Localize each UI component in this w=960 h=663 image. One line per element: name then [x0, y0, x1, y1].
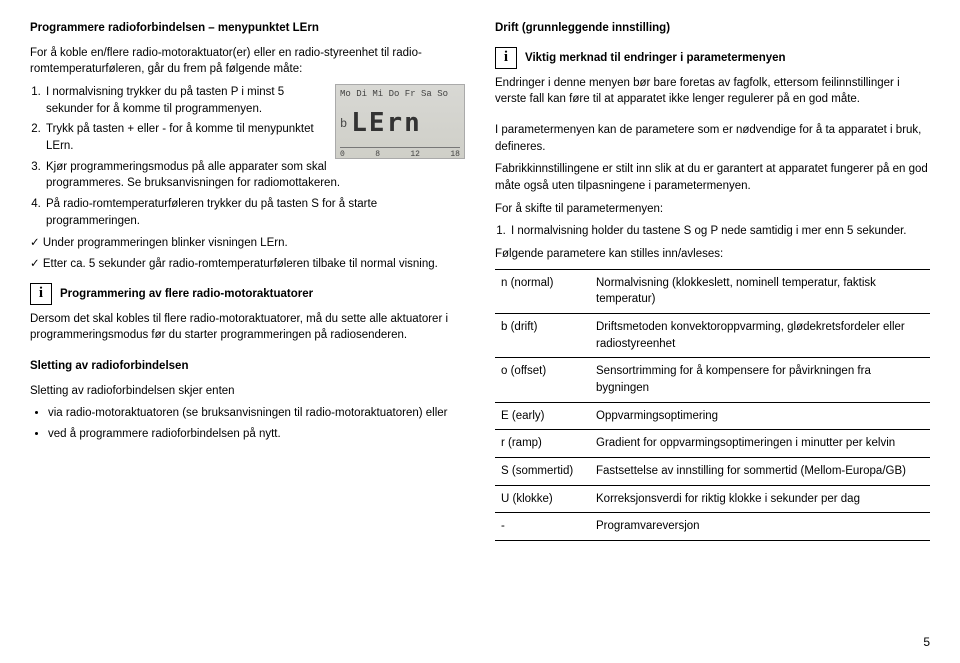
right-pC: Fabrikkinnstillingene er stilt inn slik …	[495, 161, 930, 194]
table-row: E (early)Oppvarmingsoptimering	[495, 402, 930, 430]
info-icon: i	[30, 283, 52, 305]
left-heading-1: Programmere radioforbindelsen – menypunk…	[30, 20, 465, 37]
param-value: Sensortrimming for å kompensere for påvi…	[590, 358, 930, 402]
param-value: Fastsettelse av innstilling for sommerti…	[590, 458, 930, 486]
page-number: 5	[923, 634, 930, 651]
lcd-display: Mo Di Mi Do Fr Sa So b LErn 0 8 12 18	[335, 84, 465, 159]
param-key: r (ramp)	[495, 430, 590, 458]
left-bullets: via radio-motoraktuatoren (se bruksanvis…	[48, 405, 465, 442]
table-row: n (normal)Normalvisning (klokkeslett, no…	[495, 269, 930, 313]
lcd-main: LErn	[351, 105, 422, 143]
left-intro: For å koble en/flere radio-motoraktuator…	[30, 45, 465, 78]
right-pE: Følgende parametere kan stilles inn/avle…	[495, 246, 930, 263]
param-key: U (klokke)	[495, 485, 590, 513]
right-pA: Endringer i denne menyen bør bare foreta…	[495, 75, 930, 108]
lcd-s3: 18	[450, 149, 460, 161]
lcd-days: Mo Di Mi Do Fr Sa So	[340, 88, 448, 101]
right-steps: I normalvisning holder du tastene S og P…	[509, 223, 930, 240]
right-heading-1: Drift (grunnleggende innstilling)	[495, 20, 930, 37]
right-pB: I parametermenyen kan de parametere som …	[495, 122, 930, 155]
table-row: b (drift)Driftsmetoden konvektoroppvarmi…	[495, 314, 930, 358]
lcd-s0: 0	[340, 149, 345, 161]
left-heading-2: Sletting av radioforbindelsen	[30, 358, 465, 375]
lcd-s2: 12	[410, 149, 420, 161]
param-value: Programvareversjon	[590, 513, 930, 541]
param-key: o (offset)	[495, 358, 590, 402]
param-key: b (drift)	[495, 314, 590, 358]
param-value: Gradient for oppvarmingsoptimeringen i m…	[590, 430, 930, 458]
left-checks: Under programmeringen blinker visningen …	[30, 235, 465, 272]
table-row: U (klokke)Korreksjonsverdi for riktig kl…	[495, 485, 930, 513]
table-row: -Programvareversjon	[495, 513, 930, 541]
left-info-title: Programmering av flere radio-motoraktuat…	[60, 283, 313, 303]
step-4: På radio-romtemperaturføleren trykker du…	[44, 196, 465, 229]
param-value: Normalvisning (klokkeslett, nominell tem…	[590, 269, 930, 313]
bullet-2: ved å programmere radioforbindelsen på n…	[48, 426, 465, 443]
right-pD: For å skifte til parametermenyen:	[495, 201, 930, 218]
table-row: S (sommertid)Fastsettelse av innstilling…	[495, 458, 930, 486]
right-step-1: I normalvisning holder du tastene S og P…	[509, 223, 930, 240]
table-row: o (offset)Sensortrimming for å kompenser…	[495, 358, 930, 402]
info-icon: i	[495, 47, 517, 69]
param-key: S (sommertid)	[495, 458, 590, 486]
lcd-s1: 8	[375, 149, 380, 161]
param-value: Korreksjonsverdi for riktig klokke i sek…	[590, 485, 930, 513]
lcd-b: b	[340, 116, 347, 133]
check-1: Under programmeringen blinker visningen …	[30, 235, 465, 252]
bullet-1: via radio-motoraktuatoren (se bruksanvis…	[48, 405, 465, 422]
step-3: Kjør programmeringsmodus på alle apparat…	[44, 159, 465, 192]
right-info-title: Viktig merknad til endringer i parameter…	[525, 47, 786, 67]
param-value: Oppvarmingsoptimering	[590, 402, 930, 430]
check-2: Etter ca. 5 sekunder går radio-romtemper…	[30, 256, 465, 273]
param-value: Driftsmetoden konvektoroppvarming, gløde…	[590, 314, 930, 358]
param-table: n (normal)Normalvisning (klokkeslett, no…	[495, 269, 930, 541]
left-p2: Sletting av radioforbindelsen skjer ente…	[30, 383, 465, 400]
param-key: E (early)	[495, 402, 590, 430]
table-row: r (ramp)Gradient for oppvarmingsoptimeri…	[495, 430, 930, 458]
param-key: -	[495, 513, 590, 541]
left-info-body: Dersom det skal kobles til flere radio-m…	[30, 311, 465, 344]
param-key: n (normal)	[495, 269, 590, 313]
